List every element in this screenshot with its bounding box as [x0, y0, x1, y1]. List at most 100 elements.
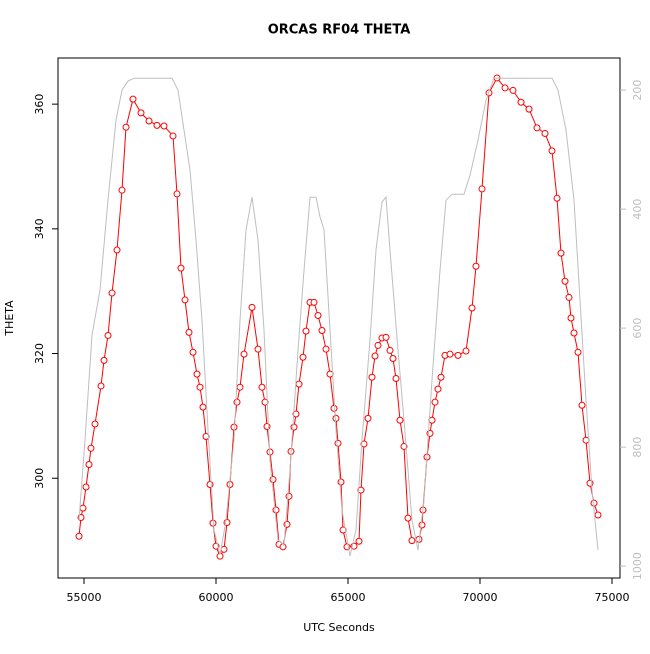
data-point: [322, 345, 330, 353]
data-point: [404, 514, 412, 522]
data-point: [91, 420, 99, 428]
data-point: [233, 398, 241, 406]
data-point: [153, 121, 161, 129]
data-point: [248, 303, 256, 311]
y2-tick-label: 600: [631, 318, 644, 339]
data-point: [541, 129, 549, 137]
y-tick-label: 360: [33, 94, 46, 115]
data-point: [196, 383, 204, 391]
data-point: [104, 331, 112, 339]
plot-frame: [57, 57, 621, 579]
y-tick-label: 320: [33, 343, 46, 364]
data-point: [337, 478, 345, 486]
data-point: [145, 117, 153, 125]
data-point: [240, 350, 248, 358]
data-point: [408, 537, 416, 545]
data-point: [310, 298, 318, 306]
data-point: [468, 304, 476, 312]
y2-tick-label: 200: [631, 80, 644, 101]
y-tick-label: 340: [33, 218, 46, 239]
data-point: [454, 351, 462, 359]
chart-title: ORCAS RF04 THETA: [268, 23, 411, 38]
data-point: [185, 328, 193, 336]
data-point: [462, 347, 470, 355]
data-point: [570, 329, 578, 337]
x-tick-label: 75000: [595, 591, 630, 604]
data-point: [283, 520, 291, 528]
data-point: [169, 132, 177, 140]
data-point: [396, 416, 404, 424]
data-point: [364, 414, 372, 422]
data-point: [236, 383, 244, 391]
data-point: [177, 264, 185, 272]
data-point: [290, 423, 298, 431]
data-point: [100, 356, 108, 364]
data-point: [269, 475, 277, 483]
data-point: [85, 461, 93, 469]
data-point: [113, 246, 121, 254]
data-point: [509, 86, 517, 94]
data-point: [371, 352, 379, 360]
y2-tick-label: 400: [631, 199, 644, 220]
data-point: [108, 289, 116, 297]
data-point: [525, 105, 533, 113]
x-tick-label: 60000: [199, 591, 234, 604]
data-point: [472, 262, 480, 270]
data-point: [355, 537, 363, 545]
data-point: [478, 185, 486, 193]
y-axis-label: THETA: [3, 300, 16, 337]
data-point: [87, 444, 95, 452]
data-point: [431, 398, 439, 406]
data-point: [330, 404, 338, 412]
data-point: [314, 312, 322, 320]
data-point: [97, 382, 105, 390]
data-point: [553, 194, 561, 202]
data-point: [332, 414, 340, 422]
data-point: [189, 348, 197, 356]
series-line: [78, 77, 599, 558]
data-point: [374, 341, 382, 349]
data-point: [446, 350, 454, 358]
data-point: [258, 383, 266, 391]
data-point: [565, 293, 573, 301]
data-point: [230, 423, 238, 431]
data-point: [173, 190, 181, 198]
data-point: [574, 348, 582, 356]
data-point: [418, 521, 426, 529]
data-point: [368, 373, 376, 381]
x-tick-label: 65000: [331, 591, 366, 604]
data-point: [181, 296, 189, 304]
data-point: [557, 249, 565, 257]
series-line: [78, 77, 599, 557]
x-tick-label: 55000: [67, 591, 102, 604]
data-point: [334, 439, 342, 447]
data-point: [295, 380, 303, 388]
data-point: [263, 422, 271, 430]
data-point: [261, 398, 269, 406]
data-point: [386, 346, 394, 354]
data-point: [533, 124, 541, 132]
data-point: [389, 355, 397, 363]
data-point: [339, 526, 347, 534]
y-tick-label: 300: [33, 468, 46, 489]
data-point: [578, 401, 586, 409]
data-point: [392, 374, 400, 382]
data-point: [272, 506, 280, 514]
data-point: [292, 410, 300, 418]
data-point: [382, 333, 390, 341]
data-point: [501, 84, 509, 92]
x-axis-label: UTC Seconds: [303, 621, 375, 634]
data-point: [129, 95, 137, 103]
data-point: [254, 345, 262, 353]
data-point: [285, 492, 293, 500]
data-point: [567, 314, 575, 322]
data-point: [517, 98, 525, 106]
data-point: [82, 483, 90, 491]
data-point: [137, 109, 145, 117]
data-point: [561, 277, 569, 285]
data-point: [202, 432, 210, 440]
data-point: [220, 545, 228, 553]
data-point: [75, 532, 83, 540]
